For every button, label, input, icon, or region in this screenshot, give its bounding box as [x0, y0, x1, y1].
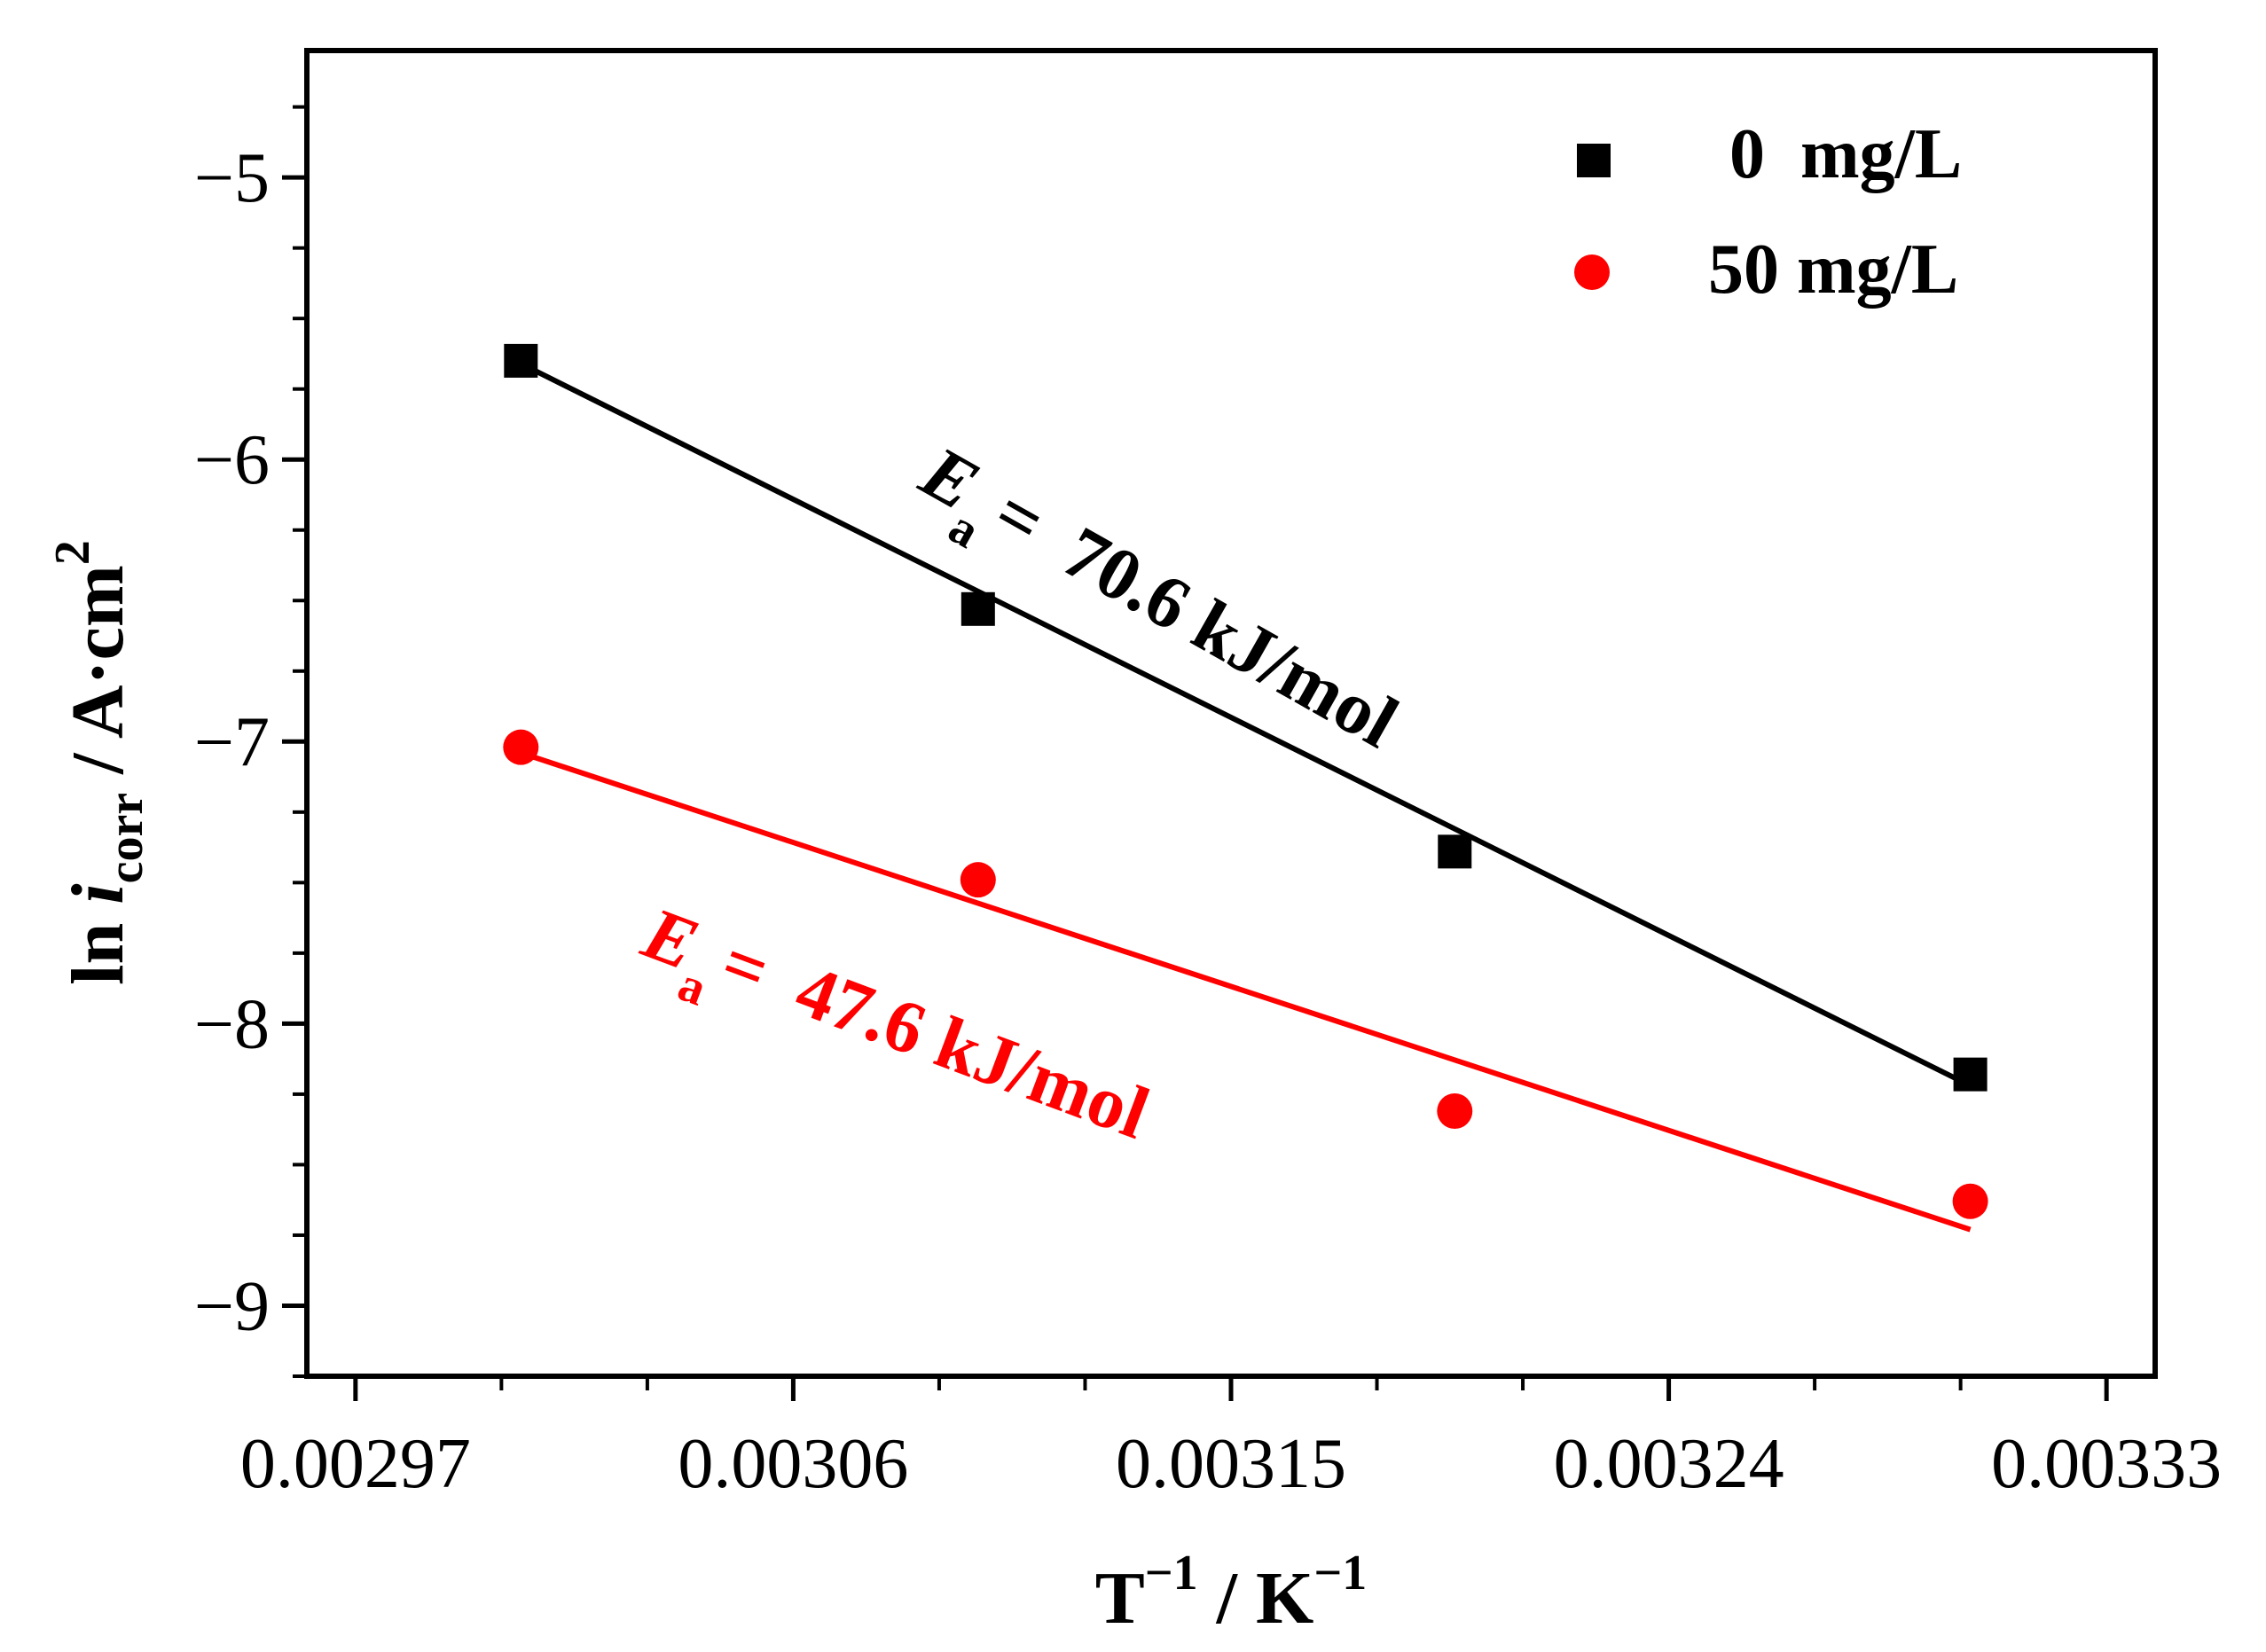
y-tick-label: −6: [194, 421, 270, 499]
legend-label-1: 50 mg/L: [1708, 231, 1958, 309]
y-axis-title-sup: 2: [45, 540, 100, 565]
y-tick-label: −5: [194, 139, 270, 217]
y-tick-label: −8: [194, 985, 270, 1063]
y-axis-title-italic: i: [57, 883, 139, 904]
data-point-series-0: [1438, 834, 1472, 869]
svg-text:ln icorr / A·cm2: ln icorr / A·cm2: [45, 540, 153, 985]
y-axis-title: ln icorr / A·cm2: [45, 540, 153, 985]
fit-lines: [519, 361, 1972, 1233]
y-tick-label: −7: [194, 703, 270, 781]
legend-label-0: 0 mg/L: [1729, 115, 1962, 193]
x-tick-label: 0.00315: [1116, 1425, 1346, 1503]
x-axis-title-sep: / K: [1198, 1557, 1314, 1640]
x-axis-title: T−1 / K−1: [1095, 1546, 1368, 1640]
x-tick-label: 0.00297: [240, 1425, 471, 1503]
y-tick-label: −9: [194, 1267, 270, 1345]
data-point-series-0: [504, 343, 538, 378]
tick-labels: 0.00297 0.00306 0.00315 0.00324 0.00333 −9 −8 −…: [194, 139, 2222, 1503]
data-point-series-0: [1953, 1057, 1988, 1092]
legend-marker-square: [1577, 144, 1611, 177]
x-tick-label: 0.00324: [1554, 1425, 1784, 1503]
y-axis-title-pre: ln: [57, 904, 139, 985]
data-point-series-1: [1437, 1093, 1473, 1129]
tick-marks: [282, 105, 2109, 1401]
data-point-series-0: [961, 591, 995, 626]
x-axis-title-main: T: [1095, 1557, 1145, 1640]
legend-marker-circle: [1574, 254, 1610, 290]
data-points: [503, 343, 1988, 1219]
x-tick-label: 0.00306: [678, 1425, 908, 1503]
data-point-series-1: [1952, 1183, 1988, 1219]
fit-line-series-1: [520, 750, 1972, 1233]
y-axis-title-sub: corr: [98, 793, 153, 884]
x-tick-label: 0.00333: [1991, 1425, 2222, 1503]
x-axis-title-sup1: −1: [1145, 1546, 1198, 1601]
y-axis-title-post: / A·cm: [57, 565, 139, 793]
fit-line-series-0: [519, 361, 1972, 1089]
data-point-series-1: [503, 729, 539, 765]
legend: 0 mg/L 50 mg/L: [1574, 115, 1962, 309]
annotation-ea-0-value: = 70.6 kJ/mol: [980, 472, 1411, 764]
annotation-ea-1-value: = 47.6 kJ/mol: [710, 921, 1159, 1155]
data-point-series-1: [960, 862, 996, 898]
x-axis-title-sup2: −1: [1313, 1546, 1367, 1601]
